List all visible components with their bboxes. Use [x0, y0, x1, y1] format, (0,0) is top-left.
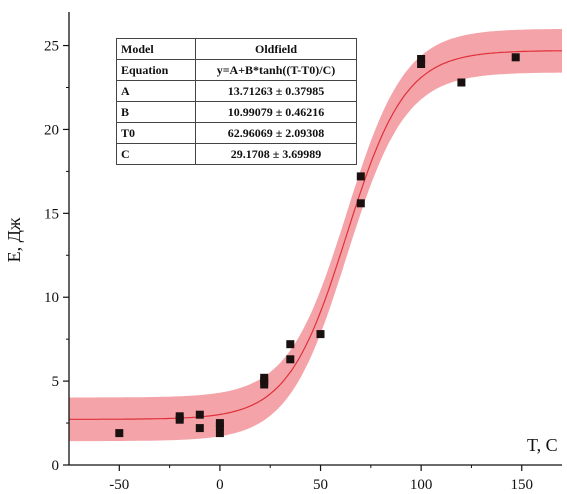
y-tick-label: 5: [52, 374, 60, 390]
data-point: [457, 78, 466, 87]
table-cell-key: B: [116, 101, 196, 123]
table-cell-value: 62.96069 ± 2.09308: [195, 122, 357, 144]
table-cell-value: 10.99079 ± 0.46216: [195, 101, 357, 123]
data-point: [417, 55, 426, 63]
x-axis-title: T, C: [527, 435, 558, 455]
x-tick-label: 150: [511, 477, 534, 493]
table-cell-key: Model: [116, 38, 196, 60]
axis-ticks: -50 0 50 100 150 0 5 10 15 20 25: [44, 39, 533, 493]
table-row: T0 62.96069 ± 2.09308: [116, 122, 357, 144]
y-tick-label: 0: [52, 458, 60, 474]
table-cell-key: T0: [116, 122, 196, 144]
data-point: [417, 60, 426, 68]
fit-parameters-table: Model Oldfield Equation y=A+B*tanh((T-T0…: [116, 38, 357, 165]
x-tick-label: 0: [216, 477, 224, 493]
table-row: Model Oldfield: [116, 38, 357, 60]
data-point: [316, 330, 325, 339]
data-point: [195, 424, 204, 433]
table-cell-value: 13.71263 ± 0.37985: [195, 80, 357, 102]
data-point: [115, 429, 124, 438]
data-point: [215, 429, 224, 438]
data-point: [511, 53, 520, 62]
table-cell-value: Oldfield: [195, 38, 357, 60]
x-tick-label: 50: [313, 477, 328, 493]
x-tick-label: 100: [410, 477, 433, 493]
table-row: C 29.1708 ± 3.69989: [116, 143, 357, 165]
data-points: [115, 53, 520, 438]
data-point: [286, 340, 295, 349]
y-tick-label: 10: [44, 290, 59, 306]
table-cell-value: 29.1708 ± 3.69989: [195, 143, 357, 165]
y-axis-title: E, Дж: [4, 217, 24, 262]
table-row: B 10.99079 ± 0.46216: [116, 101, 357, 123]
data-point: [356, 199, 365, 208]
data-point: [215, 419, 224, 428]
fit-curve: [69, 50, 562, 420]
table-cell-key: C: [116, 143, 196, 165]
data-point: [260, 373, 269, 382]
y-tick-label: 20: [44, 122, 59, 138]
confidence-band: [69, 29, 562, 442]
data-point: [175, 412, 184, 421]
data-point: [356, 172, 365, 181]
table-cell-value: y=A+B*tanh((T-T0)/C): [195, 59, 357, 81]
table-cell-key: A: [116, 80, 196, 102]
x-tick-label: -50: [109, 477, 129, 493]
data-point: [195, 410, 204, 419]
table-row: A 13.71263 ± 0.37985: [116, 80, 357, 102]
table-row: Equation y=A+B*tanh((T-T0)/C): [116, 59, 357, 81]
table-cell-key: Equation: [116, 59, 196, 81]
data-point: [286, 355, 295, 364]
y-tick-label: 25: [44, 39, 59, 55]
y-tick-label: 15: [44, 206, 59, 222]
